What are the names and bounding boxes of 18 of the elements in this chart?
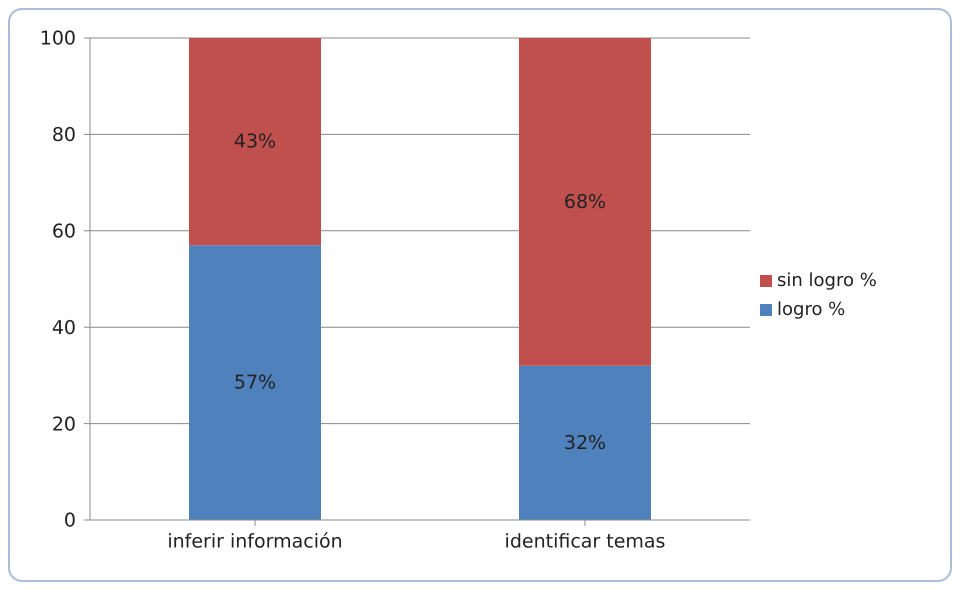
y-tick-label: 80	[52, 124, 76, 146]
x-tick-label: identificar temas	[504, 530, 666, 552]
legend-label: sin logro %	[777, 270, 877, 291]
data-label: 43%	[234, 130, 276, 153]
y-tick-label: 0	[64, 510, 76, 532]
y-tick-label: 60	[52, 220, 76, 243]
y-tick-label: 100	[40, 28, 76, 50]
data-label: 68%	[564, 190, 606, 213]
x-tick-label: inferir información	[167, 530, 343, 552]
bar	[519, 38, 651, 366]
y-tick-label: 20	[52, 413, 76, 436]
bar	[189, 245, 321, 520]
y-tick-label: 40	[52, 316, 76, 339]
bar	[189, 38, 321, 246]
data-label: 57%	[234, 372, 276, 394]
bar	[519, 366, 651, 520]
legend-label: logro %	[777, 299, 846, 320]
data-label: 32%	[564, 432, 606, 454]
